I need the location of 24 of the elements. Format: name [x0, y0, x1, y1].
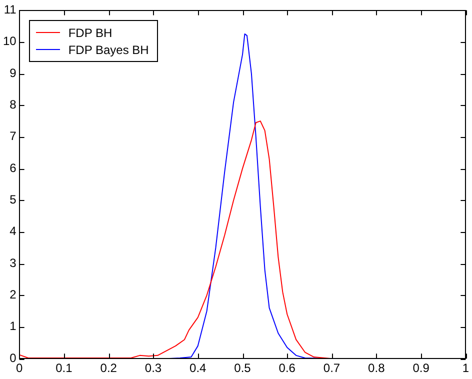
y-tick-label: 0 — [10, 350, 17, 365]
y-tick-label: 8 — [10, 98, 17, 112]
x-tick-label: 0.7 — [323, 361, 340, 376]
x-tick-label: 0.5 — [234, 361, 252, 376]
x-tick-label: 0.3 — [144, 361, 162, 376]
legend-label: FDP BH — [68, 26, 112, 40]
y-tick-label: 7 — [10, 129, 17, 144]
x-tick-label: 0.9 — [412, 361, 430, 376]
y-tick-label: 3 — [10, 256, 17, 270]
y-tick-label: 11 — [4, 2, 17, 17]
y-tick-label: 4 — [10, 224, 17, 238]
x-tick-label: 0.6 — [278, 361, 296, 376]
x-tick-label: 0.8 — [368, 361, 386, 376]
x-tick-label: 0.4 — [190, 361, 207, 376]
y-tick-label: 10 — [2, 34, 17, 48]
x-tick-label: 0.1 — [56, 361, 73, 376]
y-tick-label: 6 — [10, 160, 17, 175]
y-tick-label: 9 — [10, 66, 17, 80]
y-tick-label: 5 — [10, 192, 17, 207]
y-tick-label: 1 — [10, 319, 17, 334]
x-tick-label: 0.2 — [100, 361, 118, 376]
legend-label: FDP Bayes BH — [68, 42, 149, 57]
y-tick-label: 2 — [10, 288, 17, 302]
x-tick-label: 1 — [462, 361, 470, 376]
